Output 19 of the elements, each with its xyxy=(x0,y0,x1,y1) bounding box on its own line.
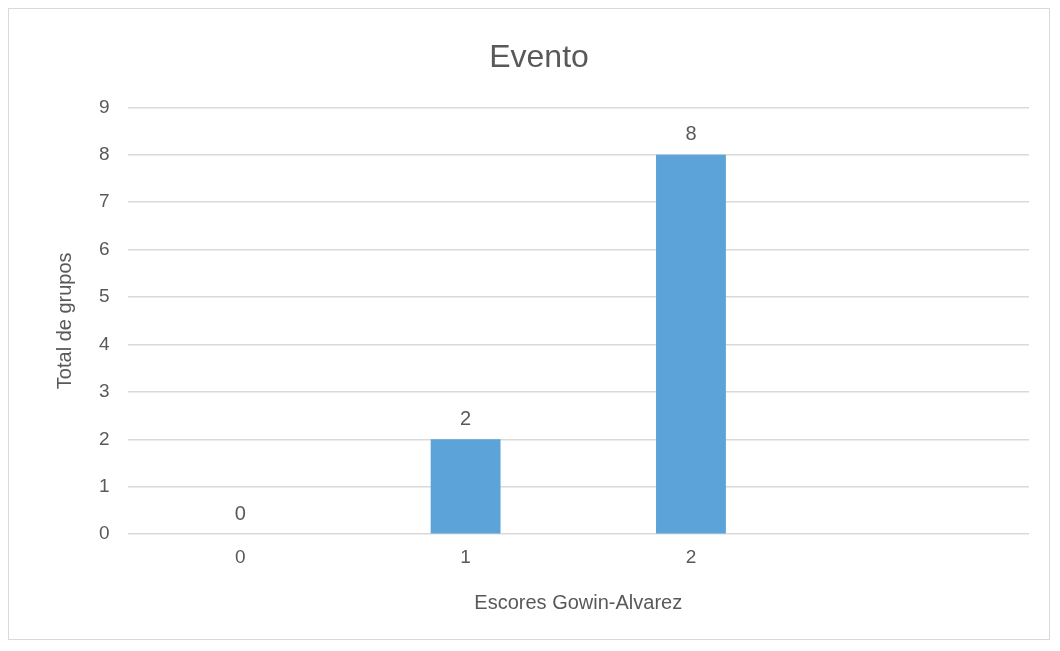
y-axis-title: Total de grupos xyxy=(52,252,75,390)
x-axis-title: Escores Gowin-Alvarez xyxy=(474,590,683,613)
y-tick-label: 5 xyxy=(98,285,110,307)
y-tick-label: 6 xyxy=(98,237,110,259)
x-tick-label: 2 xyxy=(685,545,697,567)
y-tick-label: 8 xyxy=(98,143,110,165)
x-tick-label: 1 xyxy=(460,545,471,567)
x-tick-label: 0 xyxy=(234,545,246,567)
data-label: 2 xyxy=(460,406,472,429)
data-label: 0 xyxy=(234,501,246,524)
y-tick-label: 9 xyxy=(98,95,110,117)
y-tick-label: 0 xyxy=(98,522,110,544)
y-tick-label: 7 xyxy=(98,190,110,212)
y-tick-label: 2 xyxy=(98,427,110,449)
y-tick-label: 4 xyxy=(98,332,110,354)
y-tick-label: 3 xyxy=(98,380,110,402)
data-label: 8 xyxy=(685,122,697,145)
chart-title: Evento xyxy=(489,38,589,75)
y-tick-label: 1 xyxy=(98,475,110,497)
